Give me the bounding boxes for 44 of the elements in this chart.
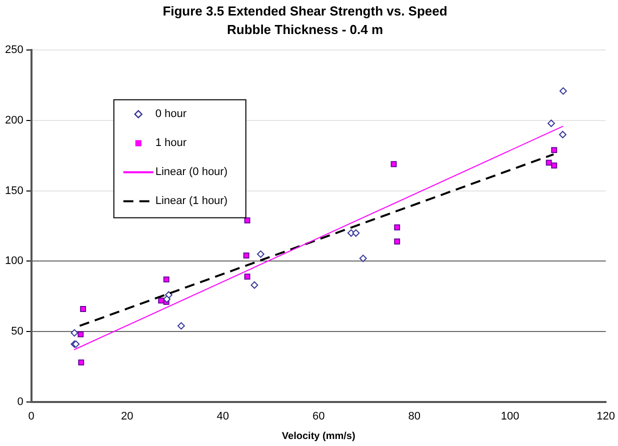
legend-label: Linear (1 hour) [155,195,228,208]
point [158,298,164,304]
point [394,224,400,230]
point [551,162,558,168]
y-tick-label: 50 [11,326,24,338]
y-tick-label: 150 [4,184,24,197]
point [548,120,555,128]
point [559,130,566,138]
point [80,306,86,312]
y-tick-label: 200 [4,114,24,127]
legend-label: 1 hour [155,137,187,150]
x-tick-label: 20 [120,410,134,422]
point [352,229,360,237]
y-tick-label: 250 [4,44,24,56]
chart-title: Figure 3.5 Extended Shear Strength vs. Speed [162,3,448,18]
x-tick-label: 60 [312,410,325,422]
legend-label: Linear (0 hour) [155,166,228,178]
point [163,295,171,303]
point [560,87,567,95]
y-tick-label: 100 [4,255,24,268]
point [250,281,258,289]
point [70,329,78,337]
point [177,322,185,330]
point [390,161,397,168]
x-tick-label: 100 [500,410,520,422]
x-axis-title: Velocity (mm/s) [282,430,356,442]
point [163,276,170,282]
point [243,252,250,259]
point [546,160,552,166]
point [78,331,84,338]
point [551,147,558,154]
x-tick-label: 0 [28,410,34,422]
x-tick-label: 80 [408,410,420,422]
point [359,254,367,262]
point [244,217,250,224]
y-tick-label: 0 [17,396,24,408]
point [256,250,264,258]
point [244,274,250,280]
legend-label: 0 hour [155,108,187,120]
x-tick-label: 120 [596,410,616,422]
point [78,359,84,366]
chart-subtitle: Rubble Thickness - 0.4 m [226,22,384,37]
point [394,238,400,244]
x-tick-label: 40 [216,410,229,422]
